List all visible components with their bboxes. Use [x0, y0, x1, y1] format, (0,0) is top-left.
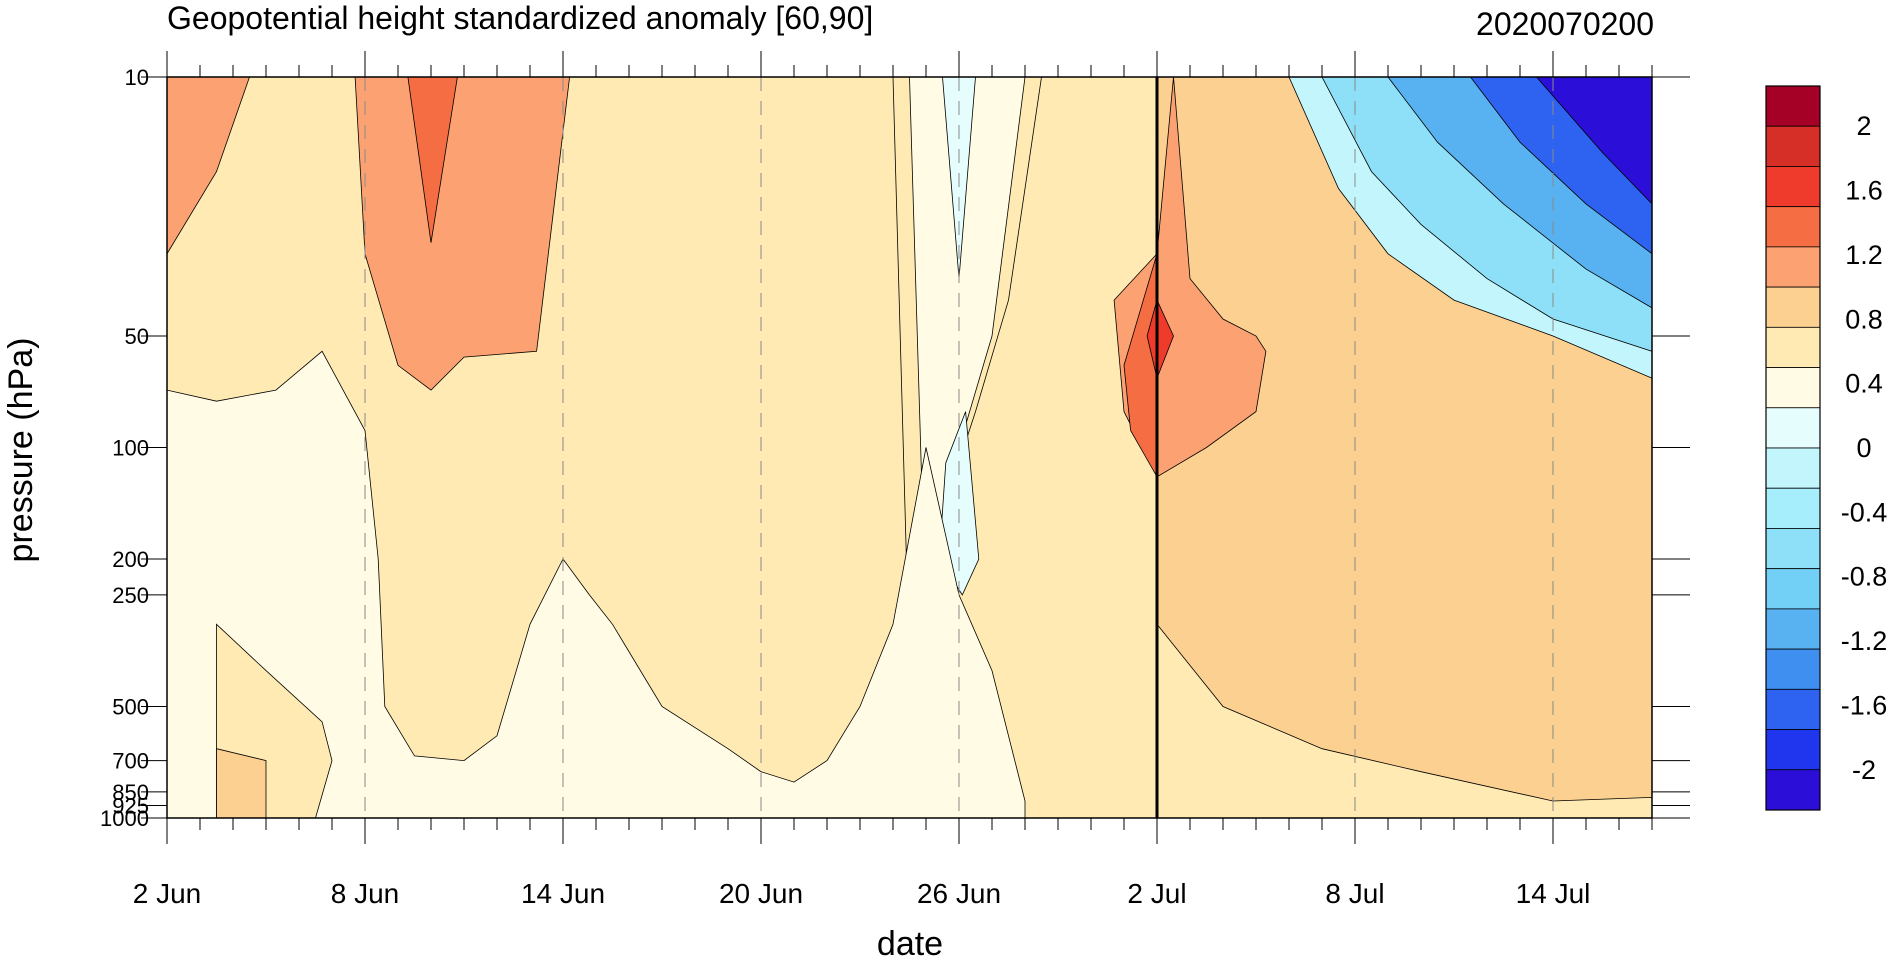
y-tick-label: 250: [112, 583, 149, 608]
x-tick-label: 14 Jun: [521, 878, 605, 909]
y-tick-label: 100: [112, 436, 149, 461]
contour-region: [167, 77, 250, 255]
colorbar-box: [1765, 648, 1821, 690]
x-tick-label: 8 Jun: [331, 878, 400, 909]
colorbar-label: -1.2: [1841, 626, 1888, 656]
y-tick-label: 700: [112, 749, 149, 774]
colorbar-box: [1765, 568, 1821, 610]
y-tick-label: 1000: [100, 806, 149, 831]
colorbar-box: [1765, 166, 1821, 208]
colorbar-box: [1765, 688, 1821, 730]
colorbar: 2 1.6 1.2 0.8 0.4 0 -0.4 -0.8 -1.2 -1.6 -2: [1765, 85, 1888, 811]
colorbar-box: [1765, 769, 1821, 811]
x-tick-label: 2 Jul: [1127, 878, 1186, 909]
contour-region: [1535, 77, 1652, 205]
colorbar-box: [1765, 85, 1821, 127]
colorbar-label: 0.4: [1845, 369, 1883, 399]
colorbar-box: [1765, 367, 1821, 409]
contour-region: [407, 77, 458, 243]
chart-title: Geopotential height standardized anomaly…: [167, 0, 873, 36]
y-tick-label: 500: [112, 694, 149, 719]
y-tick-label: 50: [125, 324, 149, 349]
colorbar-label: 1.6: [1845, 176, 1883, 206]
contour-region: [354, 77, 571, 391]
colorbar-frame: [1765, 85, 1821, 811]
colorbar-label: -2: [1852, 755, 1876, 785]
plot-area: 2 Jun 8 Jun 14 Jun 20 Jun 26 Jun 2 Jul 8 Jul 14…: [100, 51, 1690, 909]
colorbar-label: -1.6: [1841, 690, 1888, 720]
y-tick-label: 925: [112, 793, 149, 818]
colorbar-box: [1765, 528, 1821, 570]
contour-region: [216, 748, 267, 818]
colorbar-label: 2: [1856, 111, 1871, 141]
contour-region: [1146, 298, 1174, 380]
colorbar-box: [1765, 407, 1821, 449]
contour-region: [167, 350, 1026, 818]
colorbar-label: -0.4: [1841, 497, 1888, 527]
colorbar-box: [1765, 326, 1821, 368]
colorbar-box: [1765, 246, 1821, 288]
colorbar-box: [1765, 447, 1821, 489]
colorbar-label: -0.8: [1841, 562, 1888, 592]
contour-fill-group: [167, 77, 1652, 818]
x-tick-label: 14 Jul: [1516, 878, 1591, 909]
y-axis-label: pressure (hPa): [2, 338, 40, 563]
x-tick-label: 2 Jun: [133, 878, 202, 909]
y-tick-label: 200: [112, 547, 149, 572]
colorbar-label: 0: [1856, 433, 1871, 463]
colorbar-box: [1765, 729, 1821, 771]
colorbar-box: [1765, 206, 1821, 248]
x-tick-label: 26 Jun: [917, 878, 1001, 909]
x-tick-label: 8 Jul: [1325, 878, 1384, 909]
x-axis-label: date: [877, 925, 943, 963]
colorbar-label: 1.2: [1845, 240, 1883, 270]
colorbar-label: 0.8: [1845, 304, 1883, 334]
chart-date-label: 2020070200: [1476, 6, 1654, 42]
y-tick-label: 850: [112, 780, 149, 805]
colorbar-box: [1765, 608, 1821, 650]
y-tick-label: 10: [125, 65, 149, 90]
x-tick-label: 20 Jun: [719, 878, 803, 909]
colorbar-box: [1765, 125, 1821, 167]
colorbar-box: [1765, 286, 1821, 328]
colorbar-box: [1765, 487, 1821, 529]
